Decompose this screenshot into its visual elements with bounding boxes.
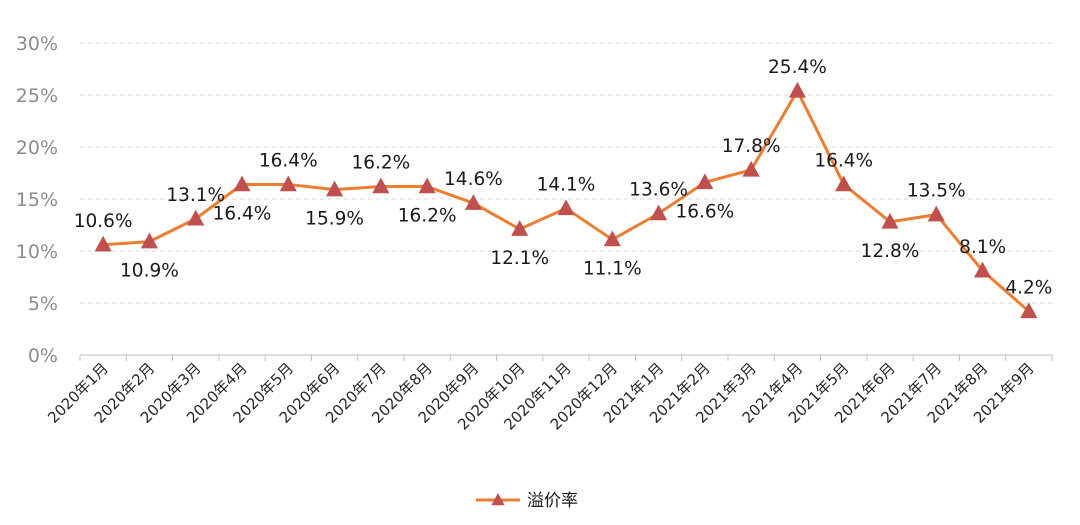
y-tick-label: 30% [16, 33, 58, 55]
data-label: 13.5% [907, 181, 966, 202]
data-point-marker [881, 212, 899, 229]
data-label: 17.8% [722, 136, 781, 157]
data-point-marker [557, 199, 575, 216]
legend: 溢价率 [476, 491, 578, 511]
data-label: 14.1% [537, 174, 596, 195]
data-point-marker [464, 194, 482, 210]
data-label: 12.8% [861, 241, 920, 262]
data-point-marker [511, 220, 529, 236]
y-tick-label: 20% [16, 137, 58, 159]
data-label: 10.6% [74, 211, 133, 232]
series-line-group [94, 81, 1038, 319]
legend-label: 溢价率 [527, 491, 578, 511]
data-label: 16.2% [398, 206, 457, 227]
data-point-marker [788, 81, 806, 98]
data-point-marker [603, 230, 621, 247]
data-point-marker [94, 235, 112, 252]
data-point-marker [974, 261, 992, 278]
data-label: 16.6% [675, 201, 734, 222]
data-label: 15.9% [305, 209, 364, 230]
data-labels: 10.6%10.9%13.1%16.4%16.4%15.9%16.2%16.2%… [74, 57, 1053, 298]
data-label: 16.4% [259, 150, 318, 171]
data-point-marker [1020, 302, 1038, 319]
data-point-marker [140, 232, 158, 249]
data-point-marker [233, 175, 251, 192]
data-point-marker [418, 177, 436, 194]
data-point-marker [742, 160, 760, 177]
x-axis: 2020年1月2020年2月2020年3月2020年4月2020年5月2020年… [44, 354, 1053, 434]
data-label: 16.4% [814, 150, 873, 171]
data-label: 13.6% [629, 180, 688, 201]
data-point-marker [650, 204, 668, 221]
data-point-marker [326, 180, 344, 197]
y-tick-label: 25% [16, 85, 58, 107]
y-tick-label: 0% [28, 345, 58, 367]
data-point-marker [927, 205, 945, 222]
legend-marker-swatch [491, 493, 505, 506]
data-point-marker [187, 209, 205, 226]
data-point-marker [835, 175, 853, 192]
y-tick-label: 15% [16, 189, 58, 211]
data-point-marker [372, 177, 390, 194]
data-label: 8.1% [959, 237, 1006, 258]
grid-lines [80, 42, 1052, 304]
data-label: 11.1% [583, 259, 642, 280]
data-label: 25.4% [768, 57, 827, 78]
y-tick-label: 10% [16, 241, 58, 263]
data-label: 10.9% [120, 261, 179, 282]
data-label: 16.4% [213, 203, 272, 224]
y-axis: 0% 5% 10% 15% 20% 25% 30% [16, 33, 58, 367]
data-label: 14.6% [444, 169, 503, 190]
data-label: 4.2% [1005, 277, 1052, 298]
data-point-marker [696, 173, 714, 190]
data-label: 12.1% [490, 248, 549, 269]
data-label: 13.1% [166, 185, 225, 206]
y-tick-label: 5% [28, 293, 58, 315]
data-label: 16.2% [351, 153, 410, 174]
data-point-marker [279, 175, 297, 192]
